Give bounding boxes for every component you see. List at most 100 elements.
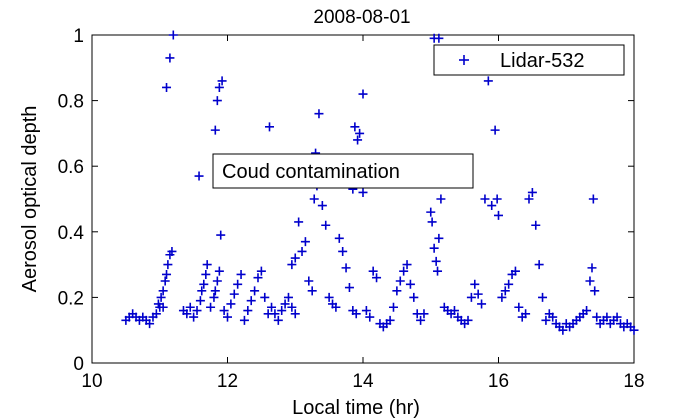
data-point: [433, 266, 443, 276]
data-point: [270, 309, 280, 319]
data-point: [287, 260, 297, 270]
chart-title: 2008-08-01: [313, 7, 410, 28]
data-point: [534, 260, 544, 270]
data-point: [395, 276, 405, 286]
data-point: [514, 302, 524, 312]
data-point: [477, 299, 487, 309]
data-point: [168, 30, 178, 40]
data-point: [427, 217, 437, 227]
data-point: [163, 260, 173, 270]
data-point: [527, 187, 537, 197]
data-point: [449, 306, 459, 316]
data-point: [151, 309, 161, 319]
data-point: [500, 286, 510, 296]
data-point: [243, 306, 253, 316]
data-point: [162, 269, 172, 279]
data-point: [392, 286, 402, 296]
data-point: [314, 109, 324, 119]
data-point: [229, 289, 239, 299]
data-point: [321, 220, 331, 230]
data-point: [317, 201, 327, 211]
data-point: [195, 296, 205, 306]
data-point: [226, 299, 236, 309]
data-point: [219, 306, 229, 316]
data-point: [202, 260, 212, 270]
data-point: [629, 325, 639, 335]
data-point: [483, 76, 493, 86]
data-point: [217, 76, 227, 86]
data-point: [344, 283, 354, 293]
data-point: [160, 276, 170, 286]
x-tick-label: 18: [623, 371, 644, 392]
data-point: [494, 210, 503, 220]
data-point: [341, 263, 351, 273]
data-point: [250, 286, 260, 296]
x-tick-label: 12: [217, 371, 238, 392]
y-axis-label: Aerosol optical depth: [19, 106, 41, 293]
data-point: [402, 260, 412, 270]
data-point: [256, 266, 266, 276]
data-point: [216, 230, 226, 240]
data-point: [192, 306, 202, 316]
data-point: [265, 122, 275, 132]
data-point: [358, 89, 368, 99]
data-point: [324, 292, 334, 302]
data-point: [350, 122, 360, 132]
data-point: [358, 187, 368, 197]
y-tick-label: 0.8: [58, 92, 84, 113]
data-point: [426, 207, 436, 217]
y-axis: 0 0.2 0.4 0.6 0.8 1: [58, 26, 634, 375]
data-point: [201, 269, 211, 279]
data-point: [162, 82, 172, 92]
data-point: [210, 125, 220, 135]
data-point: [253, 273, 263, 283]
data-point: [487, 201, 497, 211]
data-point: [239, 315, 249, 325]
data-point: [585, 276, 595, 286]
data-point: [156, 292, 166, 302]
data-point: [587, 263, 597, 273]
data-point: [165, 53, 175, 63]
data-point: [212, 276, 222, 286]
data-point: [590, 286, 600, 296]
data-point: [388, 302, 398, 312]
data-point: [277, 306, 287, 316]
data-point: [223, 312, 232, 322]
data-point: [419, 309, 429, 319]
data-point: [588, 194, 598, 204]
data-point: [355, 128, 365, 138]
data-point: [153, 299, 163, 309]
data-point: [338, 246, 348, 256]
data-point: [185, 302, 195, 312]
data-point: [158, 302, 168, 312]
legend-label: Lidar-532: [500, 50, 585, 72]
y-tick-label: 0: [73, 354, 84, 375]
data-point: [267, 302, 277, 312]
data-point: [365, 312, 375, 322]
data-point: [214, 82, 224, 92]
data-point: [189, 312, 199, 322]
data-point: [287, 302, 297, 312]
data-point: [399, 266, 409, 276]
data-point: [212, 96, 222, 106]
data-point: [602, 312, 612, 322]
data-point: [145, 319, 155, 329]
data-point: [233, 279, 243, 289]
data-point: [361, 306, 371, 316]
data-point: [351, 309, 361, 319]
data-point: [612, 312, 622, 322]
data-point: [480, 194, 490, 204]
x-tick-label: 16: [488, 371, 509, 392]
data-point: [273, 315, 283, 325]
data-point: [158, 286, 168, 296]
data-point: [197, 286, 207, 296]
x-axis-label: Local time (hr): [292, 397, 420, 419]
data-point: [582, 306, 592, 316]
data-point: [409, 292, 419, 302]
data-point: [531, 220, 541, 230]
data-point: [199, 279, 209, 289]
y-tick-label: 0.4: [58, 223, 85, 244]
x-tick-label: 10: [81, 371, 102, 392]
data-point: [331, 302, 341, 312]
